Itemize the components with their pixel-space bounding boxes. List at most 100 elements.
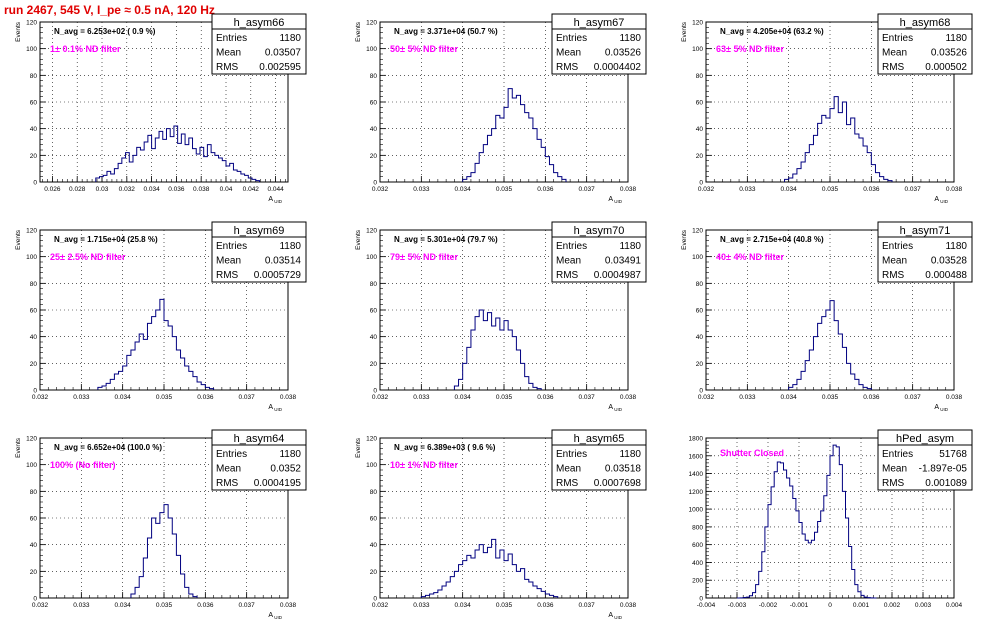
x-tick-label: 0.032: [119, 186, 136, 193]
x-tick-label: 0.035: [496, 186, 513, 193]
x-tick-label: 0.036: [863, 394, 880, 401]
stats-label: Entries: [882, 449, 913, 460]
y-tick-label: 80: [370, 281, 378, 288]
stats-label: RMS: [216, 478, 239, 489]
y-tick-label: 0: [699, 596, 703, 603]
x-tick-label: 0.033: [413, 602, 430, 609]
x-tick-label: 0.033: [739, 186, 756, 193]
y-axis-label: Events: [681, 229, 688, 250]
x-axis-label: A UID: [608, 196, 622, 204]
stats-label: Entries: [882, 33, 913, 44]
x-axis-label: A UID: [608, 612, 622, 620]
y-tick-label: 120: [366, 20, 377, 27]
histogram-name: h_asym65: [574, 433, 625, 445]
x-tick-label: 0.036: [537, 602, 554, 609]
x-tick-label: 0.033: [739, 394, 756, 401]
x-axis-label: A UID: [268, 404, 282, 412]
x-tick-label: 0.037: [579, 186, 596, 193]
stats-value: 1180: [279, 33, 301, 44]
stats-value: 0.03528: [931, 256, 968, 267]
stats-value: 1180: [945, 241, 967, 252]
histogram-name: h_asym70: [574, 225, 625, 237]
histogram-panel-h_asym68: 0.032 0.033 0.034 0.035 0.036 0.037 0.038 0 20 40…: [681, 13, 973, 204]
stats-label: Mean: [216, 48, 241, 59]
x-tick-label: 0.037: [239, 602, 256, 609]
x-tick-label: 0.034: [115, 602, 132, 609]
histogram-name: h_asym68: [900, 17, 951, 29]
y-tick-label: 60: [30, 516, 38, 523]
x-tick-label: -0.004: [697, 602, 716, 609]
y-tick-label: 1400: [689, 471, 704, 478]
stats-box: [211, 13, 307, 75]
x-axis-label: A UID: [608, 404, 622, 412]
y-tick-label: 800: [692, 524, 703, 531]
y-tick-label: 200: [692, 578, 703, 585]
x-tick-label: 0.036: [197, 394, 214, 401]
x-tick-label: 0.026: [44, 186, 61, 193]
y-tick-label: 40: [696, 334, 704, 341]
x-tick-label: 0.033: [413, 186, 430, 193]
y-tick-label: 120: [692, 20, 703, 27]
y-tick-label: 40: [30, 126, 38, 133]
stats-label: RMS: [556, 62, 579, 73]
filter-annotation: 63± 5% ND filter: [716, 44, 784, 54]
y-axis-label: Events: [15, 437, 22, 458]
filter-annotation: Shutter Closed: [720, 448, 784, 458]
navg-label: N_avg = 6.389e+03 ( 9.6 %): [394, 443, 496, 452]
x-tick-label: 0.035: [822, 186, 839, 193]
histogram-line: [95, 125, 260, 182]
y-tick-label: 100: [692, 254, 703, 261]
x-tick-label: 0.03: [96, 186, 109, 193]
x-tick-label: 0.037: [579, 394, 596, 401]
x-axis-label: A UID: [268, 612, 282, 620]
x-tick-label: 0.034: [455, 602, 472, 609]
x-tick-label: 0.037: [905, 394, 922, 401]
histogram-line: [453, 309, 542, 390]
x-tick-label: 0: [828, 602, 832, 609]
y-axis-label: Events: [15, 21, 22, 42]
filter-annotation: 100% (No filter): [50, 460, 116, 470]
y-axis-label: Events: [355, 437, 362, 458]
stats-label: Mean: [556, 464, 581, 475]
histogram-name: h_asym64: [234, 433, 285, 445]
y-tick-label: 40: [370, 334, 378, 341]
stats-label: Entries: [882, 241, 913, 252]
x-tick-label: 0.038: [193, 186, 210, 193]
stats-label: RMS: [556, 270, 579, 281]
y-tick-label: 40: [30, 542, 38, 549]
x-tick-label: 0.035: [822, 394, 839, 401]
filter-annotation: 79± 5% ND filter: [390, 252, 458, 262]
stats-value: 0.000502: [925, 62, 967, 73]
x-tick-label: 0.036: [537, 394, 554, 401]
x-tick-label: 0.038: [620, 186, 637, 193]
stats-label: Entries: [556, 449, 587, 460]
stats-value: 0.002595: [259, 62, 301, 73]
y-axis-label: Events: [355, 21, 362, 42]
stats-label: Mean: [556, 48, 581, 59]
histogram-name: h_asym66: [234, 17, 285, 29]
x-tick-label: 0.034: [115, 394, 132, 401]
y-tick-label: 0: [33, 180, 37, 187]
x-tick-label: 0.032: [372, 602, 389, 609]
stats-label: Entries: [216, 449, 247, 460]
x-tick-label: 0.035: [156, 602, 173, 609]
stats-value: -1.897e-05: [919, 464, 968, 475]
y-tick-label: 60: [370, 100, 378, 107]
y-tick-label: 100: [26, 462, 37, 469]
y-tick-label: 80: [30, 73, 38, 80]
y-tick-label: 120: [26, 20, 37, 27]
y-tick-label: 80: [696, 281, 704, 288]
x-axis-label: A UID: [934, 404, 948, 412]
y-tick-label: 0: [373, 388, 377, 395]
stats-label: Entries: [216, 241, 247, 252]
stats-label: RMS: [216, 270, 239, 281]
y-tick-label: 100: [366, 462, 377, 469]
x-tick-label: 0.034: [455, 186, 472, 193]
y-tick-label: 100: [26, 254, 37, 261]
x-tick-label: 0.032: [698, 394, 715, 401]
y-axis-label: Events: [355, 229, 362, 250]
y-tick-label: 100: [366, 254, 377, 261]
stats-value: 0.0005729: [254, 270, 302, 281]
stats-value: 0.03526: [605, 48, 642, 59]
